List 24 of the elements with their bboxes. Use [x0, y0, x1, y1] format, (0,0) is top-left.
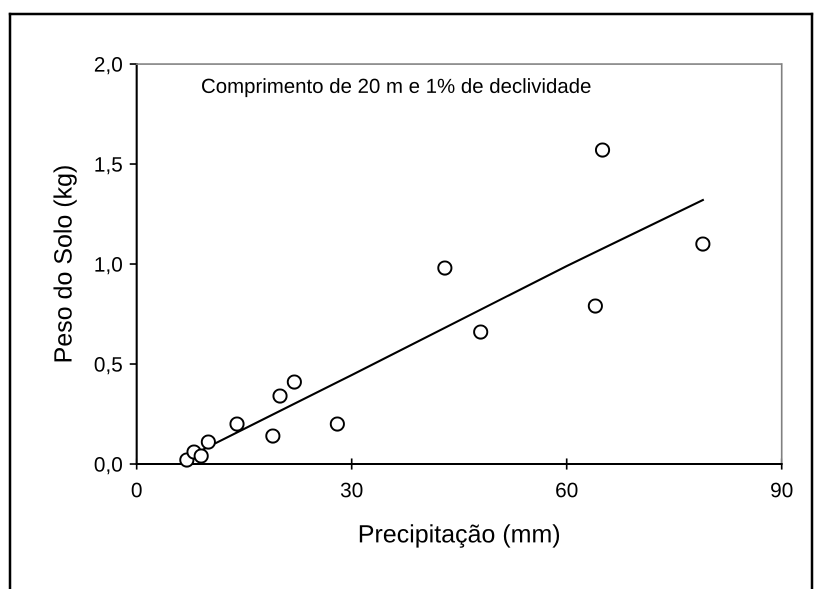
- y-tick-label: 2,0: [94, 57, 122, 74]
- y-tick-label: 1,5: [95, 157, 122, 174]
- point: [272, 388, 288, 404]
- x-tick-label: 90: [771, 482, 792, 498]
- point: [194, 448, 209, 464]
- point: [473, 324, 488, 340]
- y-tick-label: 0,0: [94, 457, 122, 474]
- y-tick-label: 0,5: [94, 357, 122, 374]
- point: [330, 416, 345, 432]
- x-tick-label: 30: [340, 482, 362, 498]
- y-tick-label: 1,0: [95, 257, 122, 274]
- x-tick-label: 60: [556, 482, 578, 498]
- point: [594, 142, 610, 158]
- y-axis-title: Peso do Solo (kg): [53, 166, 77, 362]
- point: [265, 428, 280, 444]
- point: [588, 298, 603, 314]
- point: [229, 416, 245, 432]
- annotation: Comprimento de 20 m e 1% de declividade: [202, 78, 590, 98]
- point: [695, 236, 710, 252]
- point: [286, 374, 302, 390]
- x-tick-label: 0: [132, 482, 142, 498]
- x-axis-title: Precipitação (mm): [360, 524, 560, 548]
- point: [200, 434, 216, 450]
- point: [437, 260, 452, 276]
